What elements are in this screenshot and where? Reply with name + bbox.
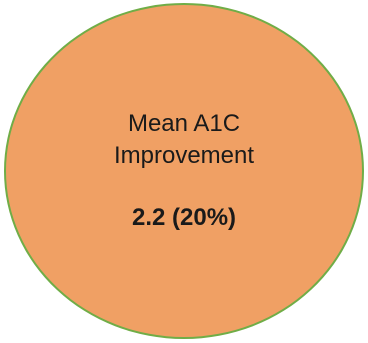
metric-label-line2: Improvement: [113, 142, 255, 169]
metric-label-line1: Mean A1C: [127, 110, 241, 137]
metric-circle: Mean A1C Improvement 2.2 (20%): [4, 3, 364, 339]
metric-value: 2.2 (20%): [131, 204, 237, 231]
